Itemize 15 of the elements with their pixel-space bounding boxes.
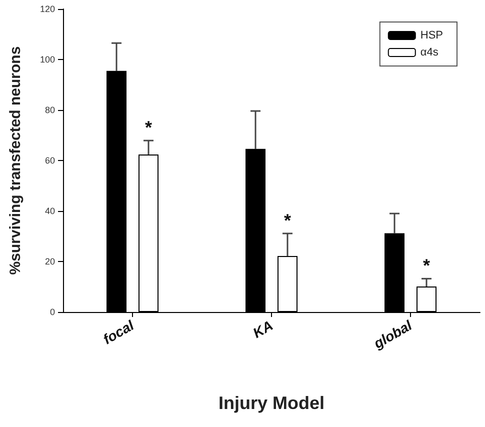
annotation: * [284, 210, 292, 230]
y-tick-label: 80 [44, 105, 55, 115]
x-axis-title: Injury Model [218, 393, 325, 413]
x-tick-label: KA [250, 317, 276, 342]
legend-label: HSP [420, 30, 444, 42]
y-tick-label: 40 [44, 206, 55, 216]
annotation: * [144, 118, 152, 138]
y-tick-label: 100 [40, 54, 55, 64]
annotation: * [422, 256, 430, 276]
y-tick-label: 120 [40, 4, 55, 14]
y-tick-label: 60 [44, 156, 55, 166]
y-axis-title: %surviving transfected neurons [7, 46, 24, 275]
legend-label: α4s [420, 46, 439, 58]
y-tick-label: 20 [44, 256, 55, 266]
y-tick-label: 0 [50, 307, 55, 317]
